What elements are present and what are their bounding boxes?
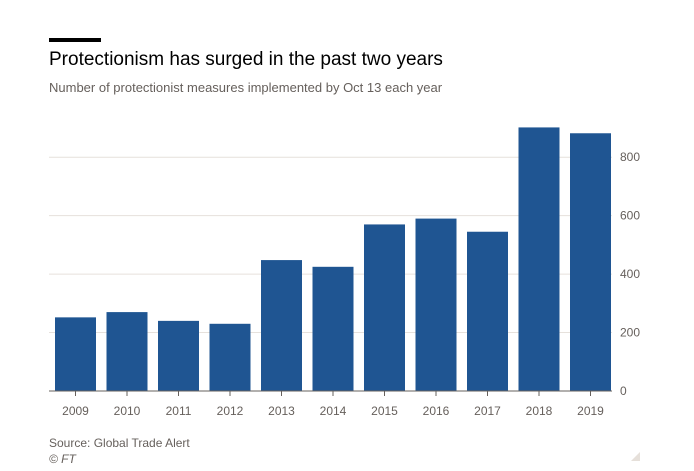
- bar-2017: [467, 231, 508, 391]
- bar-2012: [209, 323, 251, 391]
- source-note: Source: Global Trade Alert: [49, 436, 190, 450]
- y-tick-label: 400: [620, 267, 640, 281]
- y-tick-label: 600: [620, 209, 640, 223]
- bars: [55, 127, 611, 391]
- x-tick-label: 2014: [320, 404, 347, 418]
- y-tick-label: 200: [620, 326, 640, 340]
- bar-2013: [261, 260, 302, 391]
- x-tick-labels: 2009 2010 2011 2012 2013 2014 2015 2016 2017 2018…: [62, 391, 604, 418]
- resize-corner-icon: [631, 452, 640, 461]
- x-tick-label: 2015: [371, 404, 398, 418]
- chart-subtitle: Number of protectionist measures impleme…: [49, 80, 443, 95]
- x-tick-label: 2013: [268, 404, 295, 418]
- chart-title: Protectionism has surged in the past two…: [49, 49, 443, 70]
- bar-2010: [106, 312, 148, 391]
- x-tick-label: 2011: [166, 404, 192, 418]
- copyright-credit: © FT: [49, 452, 76, 466]
- y-tick-labels: 0 200 400 600 800: [620, 150, 640, 398]
- bar-2015: [364, 224, 405, 391]
- y-tick-label: 0: [620, 384, 627, 398]
- bar-2011: [158, 320, 199, 391]
- x-tick-label: 2016: [423, 404, 450, 418]
- y-tick-label: 800: [620, 150, 640, 164]
- x-tick-label: 2010: [114, 404, 141, 418]
- x-tick-label: 2012: [217, 404, 244, 418]
- x-tick-label: 2018: [526, 404, 553, 418]
- bar-2009: [55, 317, 96, 391]
- title-accent-bar: [49, 38, 101, 42]
- x-tick-label: 2009: [62, 404, 89, 418]
- x-tick-label: 2019: [577, 404, 604, 418]
- bar-2019: [570, 133, 611, 391]
- bar-2016: [415, 218, 457, 391]
- x-tick-label: 2017: [474, 404, 501, 418]
- bar-2014: [312, 266, 354, 391]
- bar-2018: [518, 127, 560, 391]
